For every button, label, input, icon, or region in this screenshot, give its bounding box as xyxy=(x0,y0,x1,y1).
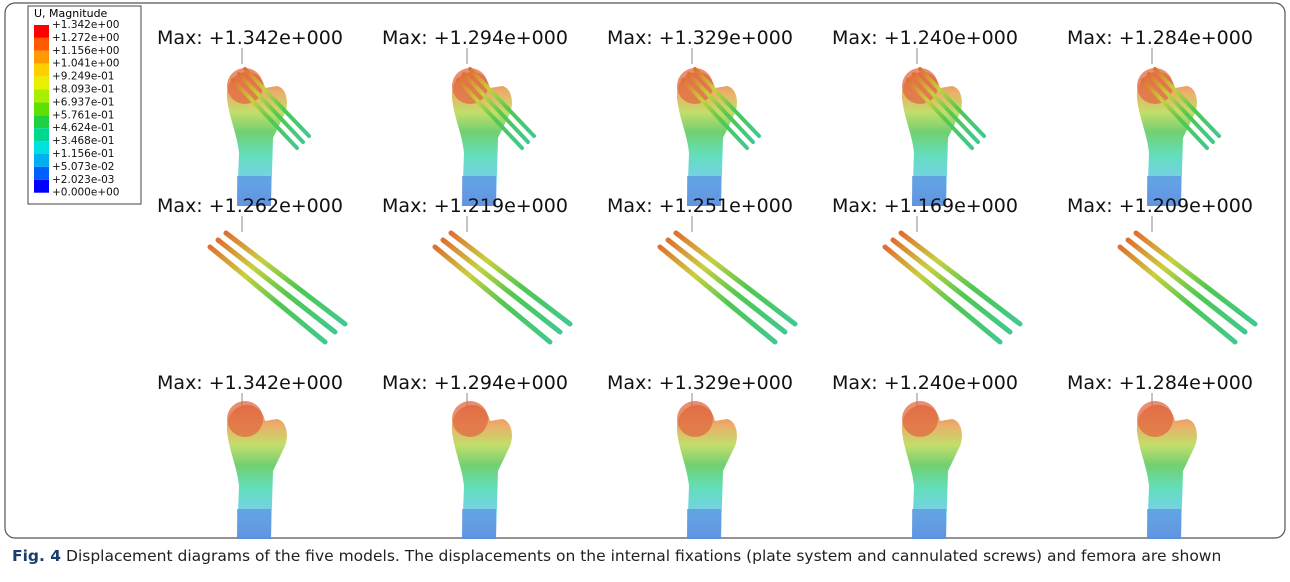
femur xyxy=(677,401,737,539)
femur xyxy=(227,401,287,539)
max-label: Max: +1.262e+000 xyxy=(157,195,343,217)
femur xyxy=(902,68,962,206)
max-label: Max: +1.284e+000 xyxy=(1067,372,1253,394)
legend-band xyxy=(34,51,49,64)
max-label: Max: +1.209e+000 xyxy=(1067,195,1253,217)
legend-band xyxy=(34,115,49,128)
legend-level: +8.093e-01 xyxy=(52,84,114,96)
legend-band xyxy=(34,64,49,77)
legend-level: +3.468e-01 xyxy=(52,135,114,147)
screws xyxy=(660,233,795,342)
legend-level: +5.761e-01 xyxy=(52,109,114,121)
legend-band xyxy=(34,180,49,193)
max-label: Max: +1.240e+000 xyxy=(832,27,1018,49)
legend-band xyxy=(34,38,49,51)
screws xyxy=(1120,233,1255,342)
femur xyxy=(677,68,737,206)
screws xyxy=(885,233,1020,342)
legend-level: +1.156e-01 xyxy=(52,148,114,160)
legend-level: +5.073e-02 xyxy=(52,161,114,173)
femur xyxy=(452,401,512,539)
legend-level: +2.023e-03 xyxy=(52,174,114,186)
caption: Fig. 4 Displacement diagrams of the five… xyxy=(12,546,1277,567)
femur xyxy=(1137,401,1197,539)
legend-band xyxy=(34,167,49,180)
max-label: Max: +1.342e+000 xyxy=(157,27,343,49)
screws xyxy=(210,233,345,342)
max-label: Max: +1.329e+000 xyxy=(607,27,793,49)
legend-level: +6.937e-01 xyxy=(52,96,114,108)
legend-band xyxy=(34,154,49,167)
legend-band xyxy=(34,141,49,154)
frame xyxy=(5,3,1285,538)
legend-level: +1.342e+00 xyxy=(52,19,119,31)
femur xyxy=(1137,68,1197,206)
screws xyxy=(435,233,570,342)
max-label: Max: +1.294e+000 xyxy=(382,27,568,49)
max-label: Max: +1.219e+000 xyxy=(382,195,568,217)
max-label: Max: +1.294e+000 xyxy=(382,372,568,394)
legend-level: +1.041e+00 xyxy=(52,58,119,70)
femur xyxy=(902,401,962,539)
legend-level: +0.000e+00 xyxy=(52,187,119,199)
max-label: Max: +1.284e+000 xyxy=(1067,27,1253,49)
max-label: Max: +1.342e+000 xyxy=(157,372,343,394)
max-label: Max: +1.251e+000 xyxy=(607,195,793,217)
legend-band xyxy=(34,77,49,90)
femur xyxy=(227,68,287,206)
max-label: Max: +1.169e+000 xyxy=(832,195,1018,217)
femur xyxy=(452,68,512,206)
legend-band xyxy=(34,102,49,115)
panels: Max: +1.342e+000 Max: +1.294e+000 Max: +1.… xyxy=(157,27,1255,539)
legend-band xyxy=(34,25,49,38)
caption-label: Fig. 4 xyxy=(12,547,61,565)
legend-level: +9.249e-01 xyxy=(52,71,114,83)
legend-level: +1.156e+00 xyxy=(52,45,119,57)
legend-level: +4.624e-01 xyxy=(52,122,114,134)
caption-text: Displacement diagrams of the five models… xyxy=(66,547,1221,565)
legend-level: +1.272e+00 xyxy=(52,32,119,44)
page: U, Magnitude Max: +1.342e+000Max: +1.294… xyxy=(0,0,1290,582)
max-label: Max: +1.240e+000 xyxy=(832,372,1018,394)
legend-band xyxy=(34,128,49,141)
max-label: Max: +1.329e+000 xyxy=(607,372,793,394)
legend-band xyxy=(34,90,49,103)
